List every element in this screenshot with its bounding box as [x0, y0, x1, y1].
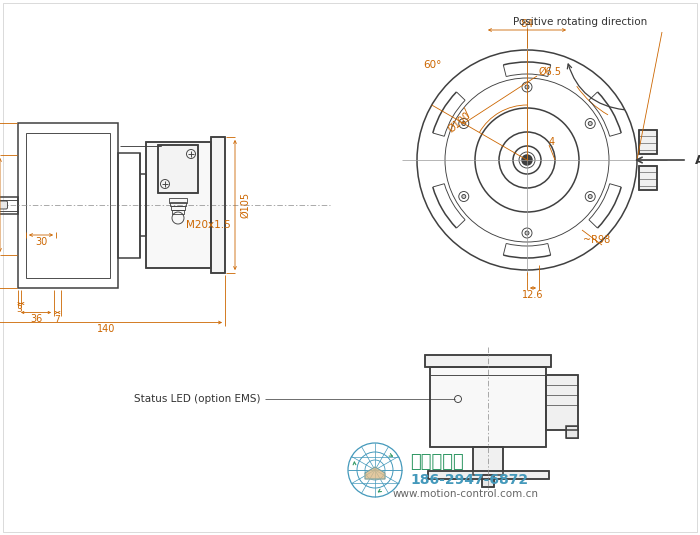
Text: Status LED (option EMS): Status LED (option EMS): [134, 394, 260, 404]
Text: Ø105: Ø105: [240, 192, 250, 218]
Text: www.motion-control.com.cn: www.motion-control.com.cn: [393, 489, 539, 499]
Bar: [158, 145, 198, 193]
Bar: [546, 374, 578, 430]
Bar: [172, 210, 184, 214]
Text: 7: 7: [55, 315, 60, 324]
Text: 30: 30: [35, 237, 47, 247]
Text: 186-2947-6872: 186-2947-6872: [410, 473, 528, 487]
Text: 12.6: 12.6: [522, 290, 543, 300]
Circle shape: [525, 231, 529, 235]
Bar: [169, 198, 187, 203]
Text: 84: 84: [520, 19, 533, 29]
Bar: [158, 145, 198, 193]
Bar: [639, 130, 657, 154]
Bar: [211, 137, 225, 273]
Circle shape: [462, 195, 466, 198]
Bar: [482, 475, 494, 487]
Circle shape: [588, 195, 592, 198]
Bar: [425, 355, 551, 367]
Bar: [482, 475, 494, 487]
Bar: [146, 142, 211, 268]
Bar: [639, 166, 657, 190]
Bar: [430, 367, 546, 447]
Bar: [546, 374, 578, 430]
Text: Ø100: Ø100: [446, 110, 473, 134]
Bar: [425, 355, 551, 367]
Text: M20x1.5: M20x1.5: [186, 220, 231, 230]
Bar: [211, 137, 225, 273]
Bar: [146, 142, 211, 268]
Bar: [566, 425, 578, 438]
Text: 4: 4: [549, 137, 555, 147]
Text: 西安德伍拓: 西安德伍拓: [410, 453, 463, 471]
Bar: [170, 202, 186, 206]
Bar: [428, 471, 549, 479]
Text: 3: 3: [17, 305, 22, 314]
Circle shape: [525, 85, 529, 89]
Circle shape: [462, 121, 466, 126]
Bar: [639, 130, 657, 154]
Bar: [171, 206, 185, 210]
Text: Ø6.5: Ø6.5: [539, 67, 562, 77]
Bar: [18, 123, 118, 287]
Text: 140: 140: [97, 325, 116, 334]
Circle shape: [588, 121, 592, 126]
Bar: [639, 166, 657, 190]
Bar: [26, 133, 110, 278]
Text: Positive rotating direction: Positive rotating direction: [512, 17, 647, 27]
Bar: [430, 367, 546, 447]
FancyBboxPatch shape: [0, 201, 8, 209]
Polygon shape: [365, 467, 385, 479]
Text: ~R98: ~R98: [583, 235, 610, 245]
Text: A: A: [695, 154, 700, 166]
Bar: [0, 196, 18, 213]
Bar: [566, 425, 578, 438]
Circle shape: [522, 155, 532, 165]
Bar: [473, 447, 503, 475]
Bar: [473, 447, 503, 475]
Bar: [118, 152, 140, 257]
Text: 36: 36: [30, 315, 42, 325]
Bar: [428, 471, 549, 479]
Text: 60°: 60°: [423, 60, 441, 70]
